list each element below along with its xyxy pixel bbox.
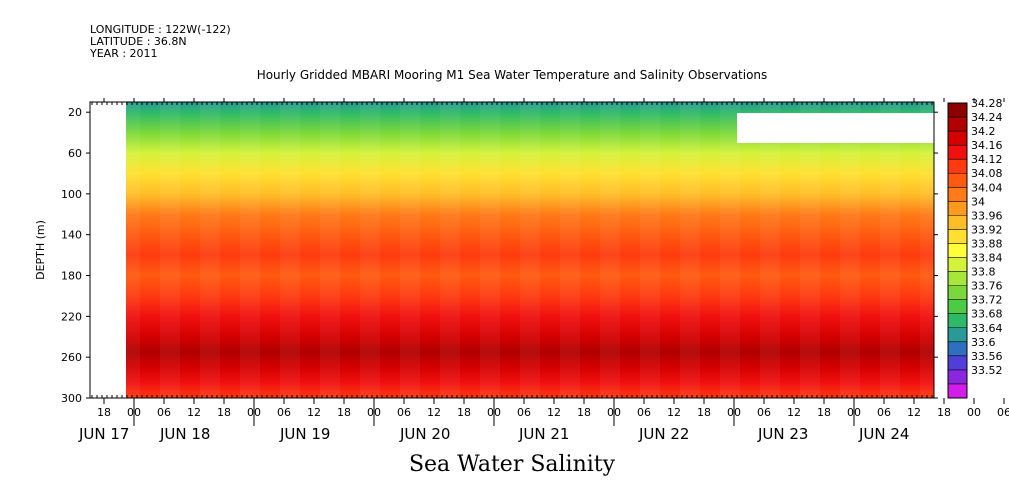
colorbar-swatch <box>948 159 967 174</box>
colorbar-label: 33.56 <box>971 350 1003 363</box>
colorbar-label: 34.2 <box>971 125 996 138</box>
y-tick-label: 20 <box>68 106 82 119</box>
x-hour-label: 06 <box>757 406 771 419</box>
colorbar-label: 33.92 <box>971 223 1003 236</box>
colorbar-label: 34.04 <box>971 181 1003 194</box>
colorbar-swatch <box>948 355 967 371</box>
colorbar-swatch <box>948 215 967 230</box>
colorbar-label: 34.12 <box>971 153 1003 166</box>
x-hour-label: 00 <box>967 406 981 419</box>
colorbar-swatch <box>948 117 967 132</box>
y-axis-label: DEPTH (m) <box>34 220 47 280</box>
y-tick-label: 260 <box>61 351 82 364</box>
x-date-label: JUN 17 <box>78 425 129 443</box>
colorbar-swatch <box>948 257 967 273</box>
colorbar-swatch <box>948 243 967 259</box>
colorbar-label: 34.16 <box>971 139 1003 152</box>
x-date-label: JUN 23 <box>757 425 808 443</box>
colorbar-swatch <box>948 369 967 385</box>
x-hour-label: 18 <box>457 406 471 419</box>
x-hour-label: 18 <box>937 406 951 419</box>
y-tick-label: 300 <box>61 392 82 405</box>
no-data-region <box>90 102 126 398</box>
colorbar-label: 33.84 <box>971 252 1003 265</box>
x-hour-label: 18 <box>217 406 231 419</box>
colorbar-swatch <box>948 103 967 118</box>
x-hour-label: 12 <box>307 406 321 419</box>
colorbar-swatch <box>948 299 967 315</box>
colorbar-swatch <box>948 341 967 357</box>
x-date-label: JUN 21 <box>518 425 569 443</box>
colorbar-label: 33.8 <box>971 266 996 279</box>
x-hour-label: 06 <box>157 406 171 419</box>
colorbar-label: 33.88 <box>971 237 1003 250</box>
x-hour-label: 06 <box>877 406 891 419</box>
x-date-label: JUN 22 <box>638 425 689 443</box>
y-tick-label: 220 <box>61 310 82 323</box>
chart-title: Hourly Gridded MBARI Mooring M1 Sea Wate… <box>256 68 768 82</box>
colorbar-swatch <box>948 271 967 287</box>
colorbar-swatch <box>948 145 967 160</box>
x-hour-label: 06 <box>277 406 291 419</box>
colorbar-label: 34.28 <box>971 97 1003 110</box>
colorbar-label: 33.68 <box>971 308 1003 321</box>
x-hour-label: 18 <box>337 406 351 419</box>
x-date-label: JUN 19 <box>279 425 330 443</box>
x-hour-label: 12 <box>187 406 201 419</box>
variable-label: Sea Water Salinity <box>408 452 616 477</box>
colorbar-label: 33.76 <box>971 280 1003 293</box>
colorbar-label: 34.24 <box>971 111 1003 124</box>
x-date-label: JUN 24 <box>858 425 909 443</box>
colorbar-label: 33.96 <box>971 209 1003 222</box>
colorbar: 34.2834.2434.234.1634.1234.0834.043433.9… <box>947 97 1003 399</box>
longitude-label: LONGITUDE : 122W(-122) <box>90 23 231 36</box>
y-tick-label: 100 <box>61 188 82 201</box>
colorbar-label: 33.72 <box>971 294 1003 307</box>
colorbar-swatch <box>948 229 967 244</box>
x-hour-label: 06 <box>997 406 1009 419</box>
x-hour-label: 12 <box>667 406 681 419</box>
y-tick-label: 180 <box>61 270 82 283</box>
y-tick-label: 60 <box>68 147 82 160</box>
x-axis: 18 00 06 12 18 00 06 12 18 00 06 12 18 00 06 12 18 00 06 12… <box>78 98 1009 443</box>
colorbar-swatch <box>948 285 967 301</box>
x-date-label: JUN 20 <box>399 425 450 443</box>
x-date-label: JUN 18 <box>159 425 210 443</box>
colorbar-swatch <box>948 313 967 329</box>
colorbar-frame <box>947 102 968 399</box>
colorbar-label: 33.52 <box>971 364 1003 377</box>
year-label: YEAR : 2011 <box>90 47 158 60</box>
colorbar-label: 33.6 <box>971 336 996 349</box>
x-hour-label: 12 <box>427 406 441 419</box>
x-hour-label: 18 <box>97 406 111 419</box>
x-hour-label: 06 <box>397 406 411 419</box>
colorbar-label: 34.08 <box>971 167 1003 180</box>
y-axis: 20 60 100 140 180 220 260 300 <box>61 106 938 405</box>
chart-metadata: LONGITUDE : 122W(-122) LATITUDE : 36.8N … <box>90 24 231 60</box>
x-hour-label: 06 <box>637 406 651 419</box>
colorbar-swatch <box>948 383 967 399</box>
salinity-variability <box>126 102 934 398</box>
x-hour-label: 12 <box>907 406 921 419</box>
missing-data-patch <box>737 113 934 143</box>
colorbar-label: 34 <box>971 195 985 208</box>
colorbar-swatch <box>948 201 967 216</box>
colorbar-swatch <box>948 173 967 188</box>
x-hour-label: 18 <box>697 406 711 419</box>
x-hour-label: 18 <box>577 406 591 419</box>
colorbar-label: 33.64 <box>971 322 1003 335</box>
colorbar-swatch <box>948 327 967 343</box>
y-tick-label: 140 <box>61 229 82 242</box>
x-hour-label: 12 <box>547 406 561 419</box>
x-hour-label: 06 <box>517 406 531 419</box>
plot-area <box>89 101 935 399</box>
colorbar-swatch <box>948 131 967 146</box>
latitude-label: LATITUDE : 36.8N <box>90 35 187 48</box>
colorbar-swatch <box>948 187 967 202</box>
x-hour-label: 18 <box>817 406 831 419</box>
x-hour-label: 12 <box>787 406 801 419</box>
